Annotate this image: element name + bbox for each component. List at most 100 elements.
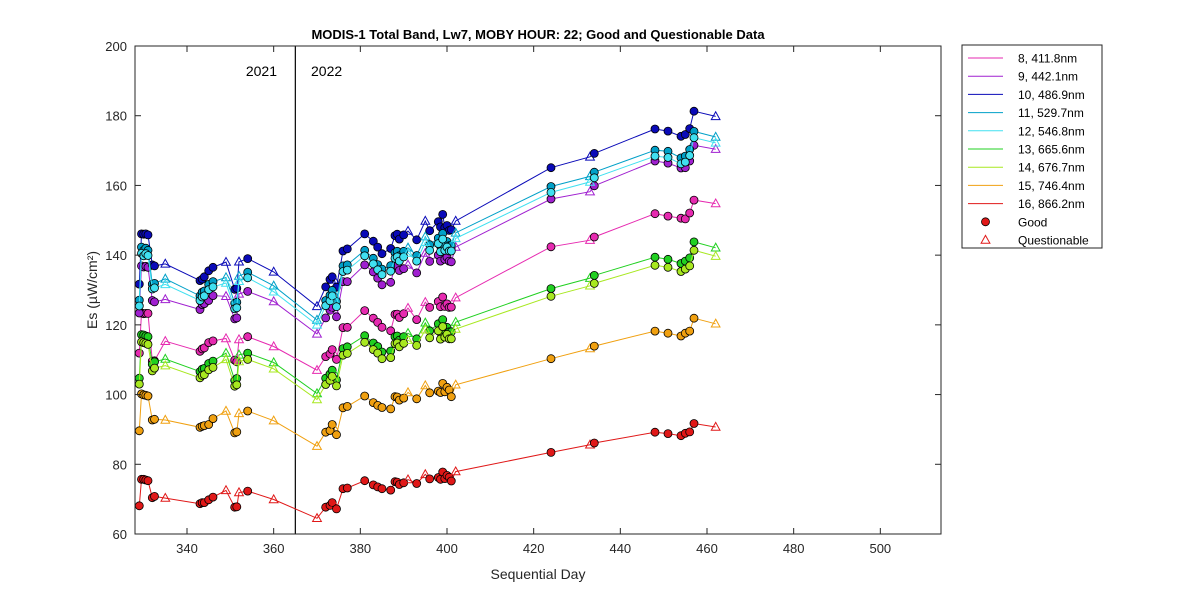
questionable-point	[233, 349, 245, 359]
legend-entry: 15, 746.4nm	[1018, 179, 1085, 193]
questionable-point	[160, 492, 171, 502]
questionable-point	[220, 353, 232, 364]
good-point	[399, 252, 409, 262]
legend-entry: 16, 866.2nm	[1018, 197, 1085, 211]
questionable-point	[420, 215, 431, 225]
questionable-point	[329, 274, 340, 284]
good-point	[663, 126, 673, 136]
good-point	[412, 235, 422, 245]
questionable-point	[160, 258, 171, 268]
good-point	[360, 306, 370, 316]
good-point	[321, 313, 331, 323]
questionable-point	[710, 197, 721, 208]
questionable-point	[450, 215, 461, 225]
good-point	[232, 313, 242, 323]
good-point	[546, 291, 556, 301]
good-point	[412, 479, 422, 488]
good-point	[208, 336, 218, 346]
series-7	[134, 313, 721, 450]
good-point	[208, 282, 218, 292]
good-point	[650, 252, 660, 262]
good-point	[143, 476, 153, 486]
good-point	[386, 326, 396, 336]
good-point	[425, 226, 435, 236]
questionable-point	[268, 363, 279, 373]
good-point	[386, 266, 396, 276]
x-tick-label: 340	[176, 541, 198, 556]
good-point	[360, 229, 370, 239]
questionable-point	[710, 110, 721, 121]
good-point	[689, 133, 699, 143]
questionable-point	[402, 242, 414, 252]
questionable-point	[450, 379, 461, 389]
questionable-point	[268, 266, 279, 276]
legend-entry: 8, 411.8nm	[1018, 52, 1077, 66]
good-point	[143, 339, 153, 349]
good-point	[204, 420, 214, 429]
x-tick-label: 380	[349, 541, 371, 556]
questionable-point	[311, 387, 323, 398]
x-tick-label: 360	[263, 541, 285, 556]
good-point	[425, 388, 435, 398]
year-label-right: 2022	[311, 63, 342, 79]
questionable-point	[402, 386, 414, 397]
x-axis-label: Sequential Day	[491, 566, 586, 582]
questionable-point	[233, 256, 245, 266]
good-point	[377, 322, 387, 332]
plot-content	[134, 46, 721, 534]
good-point	[446, 302, 456, 312]
good-point	[650, 260, 660, 270]
good-point	[134, 348, 144, 358]
good-point	[150, 297, 159, 307]
questionable-point	[402, 225, 414, 235]
good-point	[232, 303, 242, 313]
good-point	[689, 245, 699, 255]
good-point	[332, 302, 341, 312]
good-point	[199, 272, 209, 282]
questionable-point	[268, 286, 279, 296]
good-point	[589, 148, 599, 158]
good-point	[386, 485, 396, 495]
good-point	[650, 151, 660, 161]
legend-questionable-marker	[980, 234, 991, 244]
questionable-point	[710, 318, 721, 328]
y-tick-label: 120	[105, 318, 127, 333]
good-point	[342, 483, 352, 493]
good-point	[650, 326, 660, 336]
good-point	[425, 474, 435, 484]
good-point	[546, 354, 556, 364]
questionable-point	[420, 236, 431, 246]
questionable-point	[311, 393, 323, 404]
good-point	[680, 214, 690, 224]
series-1	[134, 140, 721, 338]
good-point	[438, 234, 448, 244]
questionable-point	[220, 332, 232, 343]
good-point	[134, 379, 144, 389]
good-point	[412, 394, 422, 404]
questionable-point	[402, 259, 414, 269]
questionable-point	[220, 405, 232, 415]
good-point	[589, 232, 599, 242]
good-point	[663, 153, 673, 162]
questionable-point	[311, 300, 323, 311]
good-point	[685, 261, 695, 271]
good-point	[689, 106, 699, 116]
good-point	[377, 354, 387, 364]
good-point	[143, 251, 153, 260]
good-point	[685, 208, 695, 218]
questionable-point	[268, 295, 279, 306]
questionable-point	[268, 493, 279, 504]
good-point	[546, 163, 556, 173]
good-point	[446, 334, 456, 344]
good-point	[685, 427, 695, 437]
good-point	[663, 429, 673, 439]
questionable-point	[220, 256, 232, 266]
good-point	[663, 211, 673, 221]
questionable-point	[220, 277, 232, 287]
legend-entry: 12, 546.8nm	[1018, 124, 1085, 138]
good-point	[208, 492, 218, 502]
questionable-point	[710, 250, 721, 260]
questionable-point	[233, 270, 245, 280]
good-point	[342, 401, 352, 411]
